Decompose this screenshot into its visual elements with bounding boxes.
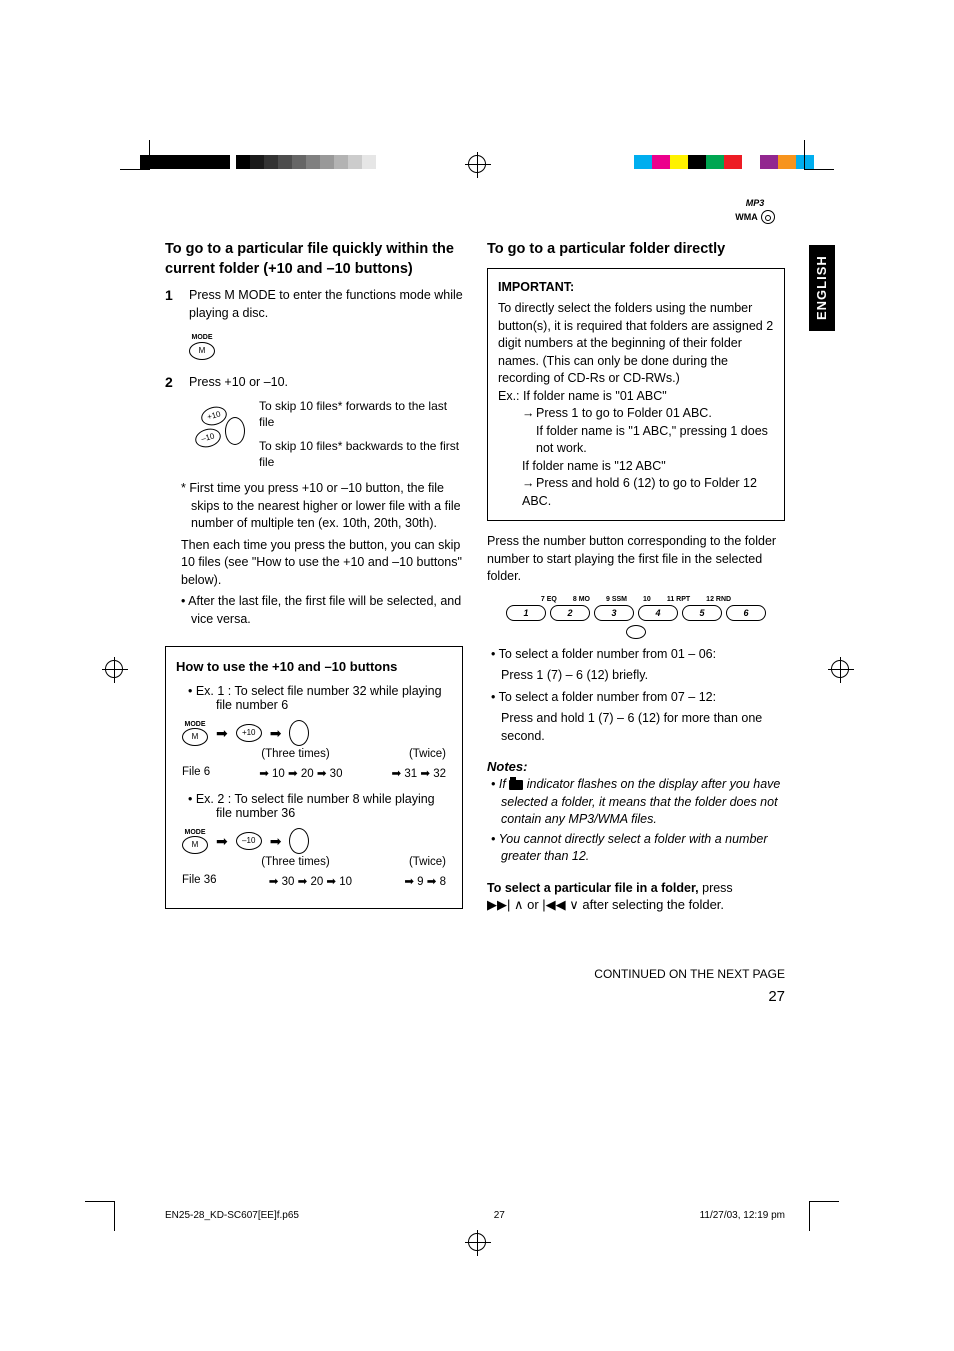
bullet-sub: Press and hold 1 (7) – 6 (12) for more t… [501, 710, 785, 745]
registration-mark-right [831, 660, 849, 678]
example-1-labels: (Three times) (Twice) [182, 748, 446, 760]
crop-mark [85, 1201, 115, 1231]
example-2-buttons: MODEM ➡ –10 ➡ [182, 828, 452, 854]
example-line: If folder name is "12 ABC" [522, 458, 774, 476]
plus10-button-icon: +10 [199, 404, 229, 428]
mode-button-illustration: MODE M [189, 334, 215, 360]
wma-label: WMA [735, 212, 758, 222]
registration-mark-left [105, 660, 123, 678]
crop-mark [809, 1201, 839, 1231]
color-marks [634, 155, 814, 169]
media-buttons-line: ▶▶| ∧ or |◀◀ ∨ after selecting the folde… [487, 897, 785, 913]
number-button-5: 5 [682, 605, 722, 621]
body-text: • After the last file, the first file wi… [181, 593, 463, 628]
body-text: Then each time you press the button, you… [181, 537, 463, 590]
example-2-text: • Ex. 2 : To select file number 8 while … [176, 792, 452, 820]
updown-button-icon [225, 417, 245, 445]
footer-filename: EN25-28_KD-SC607[EE]f.p65 [165, 1210, 299, 1221]
folder-icon [509, 780, 523, 790]
example-label: Ex.: If folder name is "01 ABC" [498, 388, 774, 406]
section-title: To go to a particular file quickly withi… [165, 240, 463, 279]
registration-mark-bottom [468, 1233, 486, 1251]
notes-title: Notes: [487, 759, 785, 774]
footer-timestamp: 11/27/03, 12:19 pm [700, 1210, 785, 1221]
footer-page: 27 [494, 1210, 505, 1221]
mp3-label: MP3 [725, 198, 785, 208]
important-box: IMPORTANT: To directly select the folder… [487, 268, 785, 522]
left-grad-marks [140, 155, 376, 169]
number-button-6: 6 [726, 605, 766, 621]
number-buttons-illustration: 7 EQ8 MO9 SSM1011 RPT12 RND 123456 [487, 596, 785, 642]
example-1-buttons: MODEM ➡ +10 ➡ [182, 720, 452, 746]
bullet-item: • To select a folder number from 07 – 12… [487, 689, 785, 707]
step-1: 1 Press M MODE to enter the functions mo… [165, 287, 463, 322]
important-body: To directly select the folders using the… [498, 300, 774, 388]
footnote: * First time you press +10 or –10 button… [181, 480, 463, 533]
crop-mark [120, 140, 150, 170]
bullet-sub: Press 1 (7) – 6 (12) briefly. [501, 667, 785, 685]
skip-buttons-illustration: +10 –10 To skip 10 files* forwards to th… [195, 398, 463, 471]
format-logo: MP3 WMA [725, 198, 785, 224]
example-2-labels: (Three times) (Twice) [182, 856, 446, 868]
registration-mark-top [468, 155, 486, 173]
howto-title: How to use the +10 and –10 buttons [176, 659, 452, 674]
example-2-sequence: File 36 ➡ 30 ➡ 20 ➡ 10 ➡ 9 ➡ 8 [182, 874, 446, 888]
skip-forward-label: To skip 10 files* forwards to the last f… [259, 398, 463, 430]
step-number: 2 [165, 374, 189, 392]
continued-label: CONTINUED ON THE NEXT PAGE [594, 967, 785, 981]
howto-box: How to use the +10 and –10 buttons • Ex.… [165, 646, 463, 909]
language-tab: ENGLISH [809, 245, 835, 331]
skip-backward-label: To skip 10 files* backwards to the first… [259, 438, 463, 470]
left-column: To go to a particular file quickly withi… [165, 240, 463, 913]
section-title: To go to a particular folder directly [487, 240, 785, 260]
bullet-item: • To select a folder number from 01 – 06… [487, 646, 785, 664]
right-column: To go to a particular folder directly IM… [487, 240, 785, 913]
number-button-2: 2 [550, 605, 590, 621]
page-number: 27 [768, 988, 785, 1005]
number-button-4: 4 [638, 605, 678, 621]
step-2: 2 Press +10 or –10. [165, 374, 463, 392]
example-1-text: • Ex. 1 : To select file number 32 while… [176, 684, 452, 712]
example-line: If folder name is "1 ABC," pressing 1 do… [536, 423, 774, 458]
note-item: • You cannot directly select a folder wi… [487, 831, 785, 866]
minus10-button-icon: –10 [193, 426, 223, 450]
example-line: →Press and hold 6 (12) to go to Folder 1… [522, 475, 774, 510]
example-line: →Press 1 to go to Folder 01 ABC. [522, 405, 774, 423]
body-text: Press the number button corresponding to… [487, 533, 785, 586]
disc-icon [761, 210, 775, 224]
note-item: • If indicator flashes on the display af… [487, 776, 785, 829]
select-file-instruction: To select a particular file in a folder,… [487, 880, 785, 898]
step-text: Press +10 or –10. [189, 374, 463, 392]
number-button-3: 3 [594, 605, 634, 621]
step-text: Press M MODE to enter the functions mode… [189, 287, 463, 322]
important-title: IMPORTANT: [498, 279, 774, 297]
step-number: 1 [165, 287, 189, 322]
crop-mark [804, 140, 834, 170]
page-content: MP3 WMA ENGLISH To go to a particular fi… [165, 190, 785, 913]
m-button-icon: M [189, 342, 215, 360]
example-1-sequence: File 6 ➡ 10 ➡ 20 ➡ 30 ➡ 31 ➡ 32 [182, 766, 446, 780]
number-button-1: 1 [506, 605, 546, 621]
footer-metadata: EN25-28_KD-SC607[EE]f.p65 27 11/27/03, 1… [165, 1210, 785, 1221]
